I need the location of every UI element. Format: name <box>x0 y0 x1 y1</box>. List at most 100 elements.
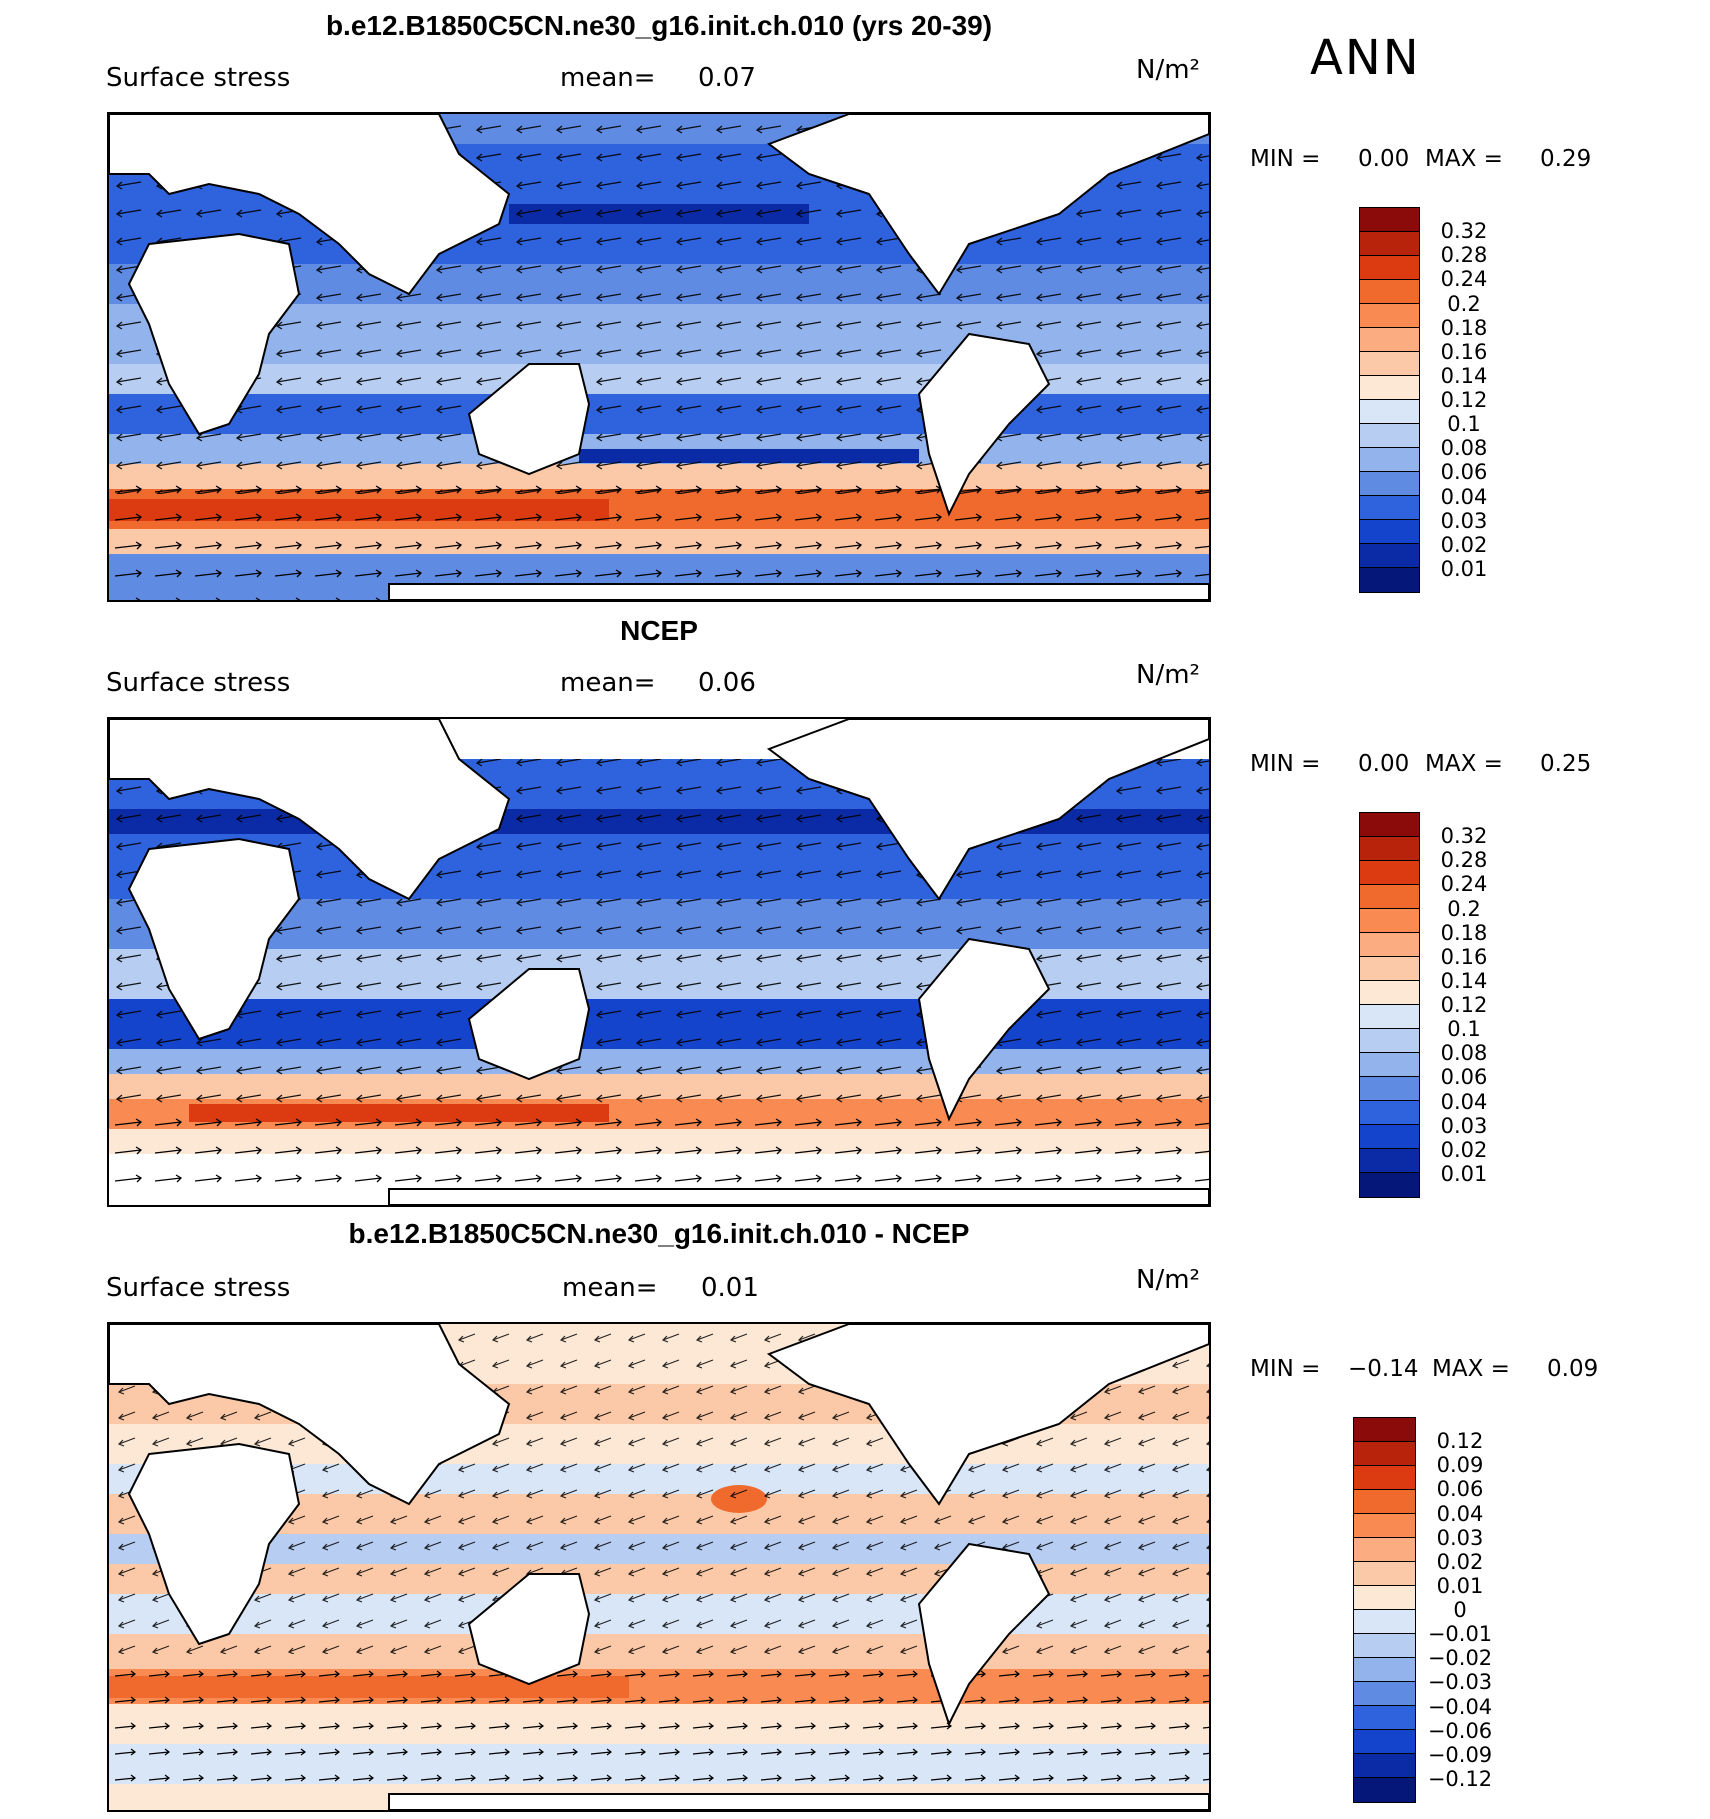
colorbar-tick-label: 0.04 <box>1436 1501 1484 1526</box>
colorbar-tick-label: 0.01 <box>1440 1161 1488 1186</box>
panel-3-max-value: 0.09 <box>1547 1356 1599 1382</box>
colorbar-swatch <box>1360 1077 1419 1101</box>
colorbar-swatch <box>1360 1053 1419 1077</box>
colorbar-tick-label: 0.06 <box>1440 1065 1488 1090</box>
panel-1-max-label: MAX = <box>1425 146 1503 172</box>
colorbar-tick-label: 0.01 <box>1440 556 1488 581</box>
colorbar-swatch <box>1354 1682 1415 1706</box>
colorbar-swatch <box>1354 1610 1415 1634</box>
colorbar-swatch <box>1360 376 1419 400</box>
colorbar-swatch <box>1360 304 1419 328</box>
panel-1-variable-label: Surface stress <box>106 63 291 93</box>
colorbar-swatch <box>1360 957 1419 981</box>
panel-2-mean-label: mean= <box>560 668 656 698</box>
colorbar-swatch <box>1360 1005 1419 1029</box>
colorbar-tick-label: 0.01 <box>1436 1573 1484 1598</box>
colorbar-tick-label: 0.1 <box>1447 1017 1481 1042</box>
colorbar-tick-label: 0.03 <box>1436 1525 1484 1550</box>
colorbar-tick-label: 0.06 <box>1440 460 1488 485</box>
panel-2-min-label: MIN = <box>1250 751 1321 777</box>
colorbar-swatch <box>1360 544 1419 568</box>
colorbar-swatch <box>1354 1466 1415 1490</box>
colorbar-tick-label: 0.02 <box>1440 532 1488 557</box>
colorbar-swatch <box>1360 208 1419 232</box>
panel-3-variable-label: Surface stress <box>106 1273 291 1303</box>
panel-3-min-label: MIN = <box>1250 1356 1321 1382</box>
panel-1-mean-label: mean= <box>560 63 656 93</box>
colorbar-tick-label: 0.18 <box>1440 920 1488 945</box>
colorbar-tick-label: 0.02 <box>1440 1137 1488 1162</box>
panel-1-mean-value: 0.07 <box>698 63 756 93</box>
panel-2-map <box>107 717 1211 1207</box>
colorbar-swatch <box>1360 885 1419 909</box>
panel-2-map-svg <box>109 719 1209 1205</box>
panel-2-mean-value: 0.06 <box>698 668 756 698</box>
colorbar-swatch <box>1360 1149 1419 1173</box>
colorbar-tick-label: 0.12 <box>1436 1429 1484 1454</box>
panel-2-variable-label: Surface stress <box>106 668 291 698</box>
panel-3-map-svg <box>109 1324 1209 1810</box>
colorbar-swatch <box>1354 1490 1415 1514</box>
colorbar-tick-label: 0 <box>1453 1598 1467 1622</box>
colorbar-tick-label: 0.02 <box>1436 1549 1484 1574</box>
colorbar-tick-label: 0.08 <box>1440 1041 1488 1066</box>
colorbar-tick-label: 0.24 <box>1440 872 1488 897</box>
colorbar-swatch <box>1354 1778 1415 1802</box>
colorbar-swatch <box>1360 933 1419 957</box>
colorbar-swatch <box>1360 813 1419 837</box>
colorbar-swatch <box>1354 1706 1415 1730</box>
panel-3-max-label: MAX = <box>1432 1356 1510 1382</box>
panel-2-max-value: 0.25 <box>1540 751 1592 777</box>
season-label: ANN <box>1310 30 1421 86</box>
colorbar-tick-label: 0.08 <box>1440 436 1488 461</box>
colorbar-tick-label: 0.12 <box>1440 993 1488 1017</box>
colorbar-swatch <box>1360 837 1419 861</box>
colorbar-swatch <box>1354 1538 1415 1562</box>
colorbar-tick-label: −0.06 <box>1427 1718 1493 1743</box>
colorbar-swatch <box>1354 1754 1415 1778</box>
colorbar-tick-label: −0.12 <box>1427 1766 1493 1791</box>
colorbar-tick-label: 0.03 <box>1440 508 1488 533</box>
panel-3-mean-label: mean= <box>562 1273 658 1303</box>
panel-1-map <box>107 112 1211 602</box>
colorbar-tick-label: 0.18 <box>1440 315 1488 340</box>
colorbar-swatch <box>1360 280 1419 304</box>
panel-3-min-value: −0.14 <box>1348 1356 1419 1382</box>
colorbar-tick-label: 0.28 <box>1440 848 1488 873</box>
colorbar-swatch <box>1360 424 1419 448</box>
colorbar-tick-label: 0.04 <box>1440 1089 1488 1114</box>
panel-1-units: N/m² <box>1136 55 1200 85</box>
colorbar-swatch <box>1360 568 1419 592</box>
colorbar-tick-label: 0.14 <box>1440 968 1488 993</box>
colorbar-swatch <box>1360 400 1419 424</box>
colorbar-tick-label: 0.2 <box>1447 896 1481 921</box>
colorbar-swatch <box>1354 1418 1415 1442</box>
panel-1-min-label: MIN = <box>1250 146 1321 172</box>
colorbar-swatch <box>1360 472 1419 496</box>
colorbar-swatch <box>1360 352 1419 376</box>
panel-3-colorbar <box>1353 1417 1416 1803</box>
colorbar-tick-label: 0.12 <box>1440 388 1488 412</box>
colorbar-swatch <box>1354 1442 1415 1466</box>
colorbar-tick-label: 0.28 <box>1440 243 1488 268</box>
panel-2-units: N/m² <box>1136 660 1200 690</box>
colorbar-swatch <box>1360 981 1419 1005</box>
colorbar-swatch <box>1354 1658 1415 1682</box>
colorbar-swatch <box>1360 520 1419 544</box>
colorbar-swatch <box>1360 328 1419 352</box>
panel-2-colorbar <box>1359 812 1420 1198</box>
colorbar-swatch <box>1354 1730 1415 1754</box>
colorbar-tick-label: 0.24 <box>1440 267 1488 292</box>
colorbar-tick-label: 0.32 <box>1440 219 1488 244</box>
colorbar-swatch <box>1360 1029 1419 1053</box>
panel-2-max-label: MAX = <box>1425 751 1503 777</box>
panel-2-title: NCEP <box>620 615 698 646</box>
colorbar-tick-label: 0.2 <box>1447 291 1481 316</box>
panel-1-colorbar <box>1359 207 1420 593</box>
colorbar-tick-label: 0.06 <box>1436 1477 1484 1502</box>
colorbar-tick-label: 0.14 <box>1440 363 1488 388</box>
colorbar-swatch <box>1360 1101 1419 1125</box>
colorbar-tick-label: 0.1 <box>1447 412 1481 437</box>
panel-1-map-svg <box>109 114 1209 600</box>
colorbar-swatch <box>1354 1634 1415 1658</box>
